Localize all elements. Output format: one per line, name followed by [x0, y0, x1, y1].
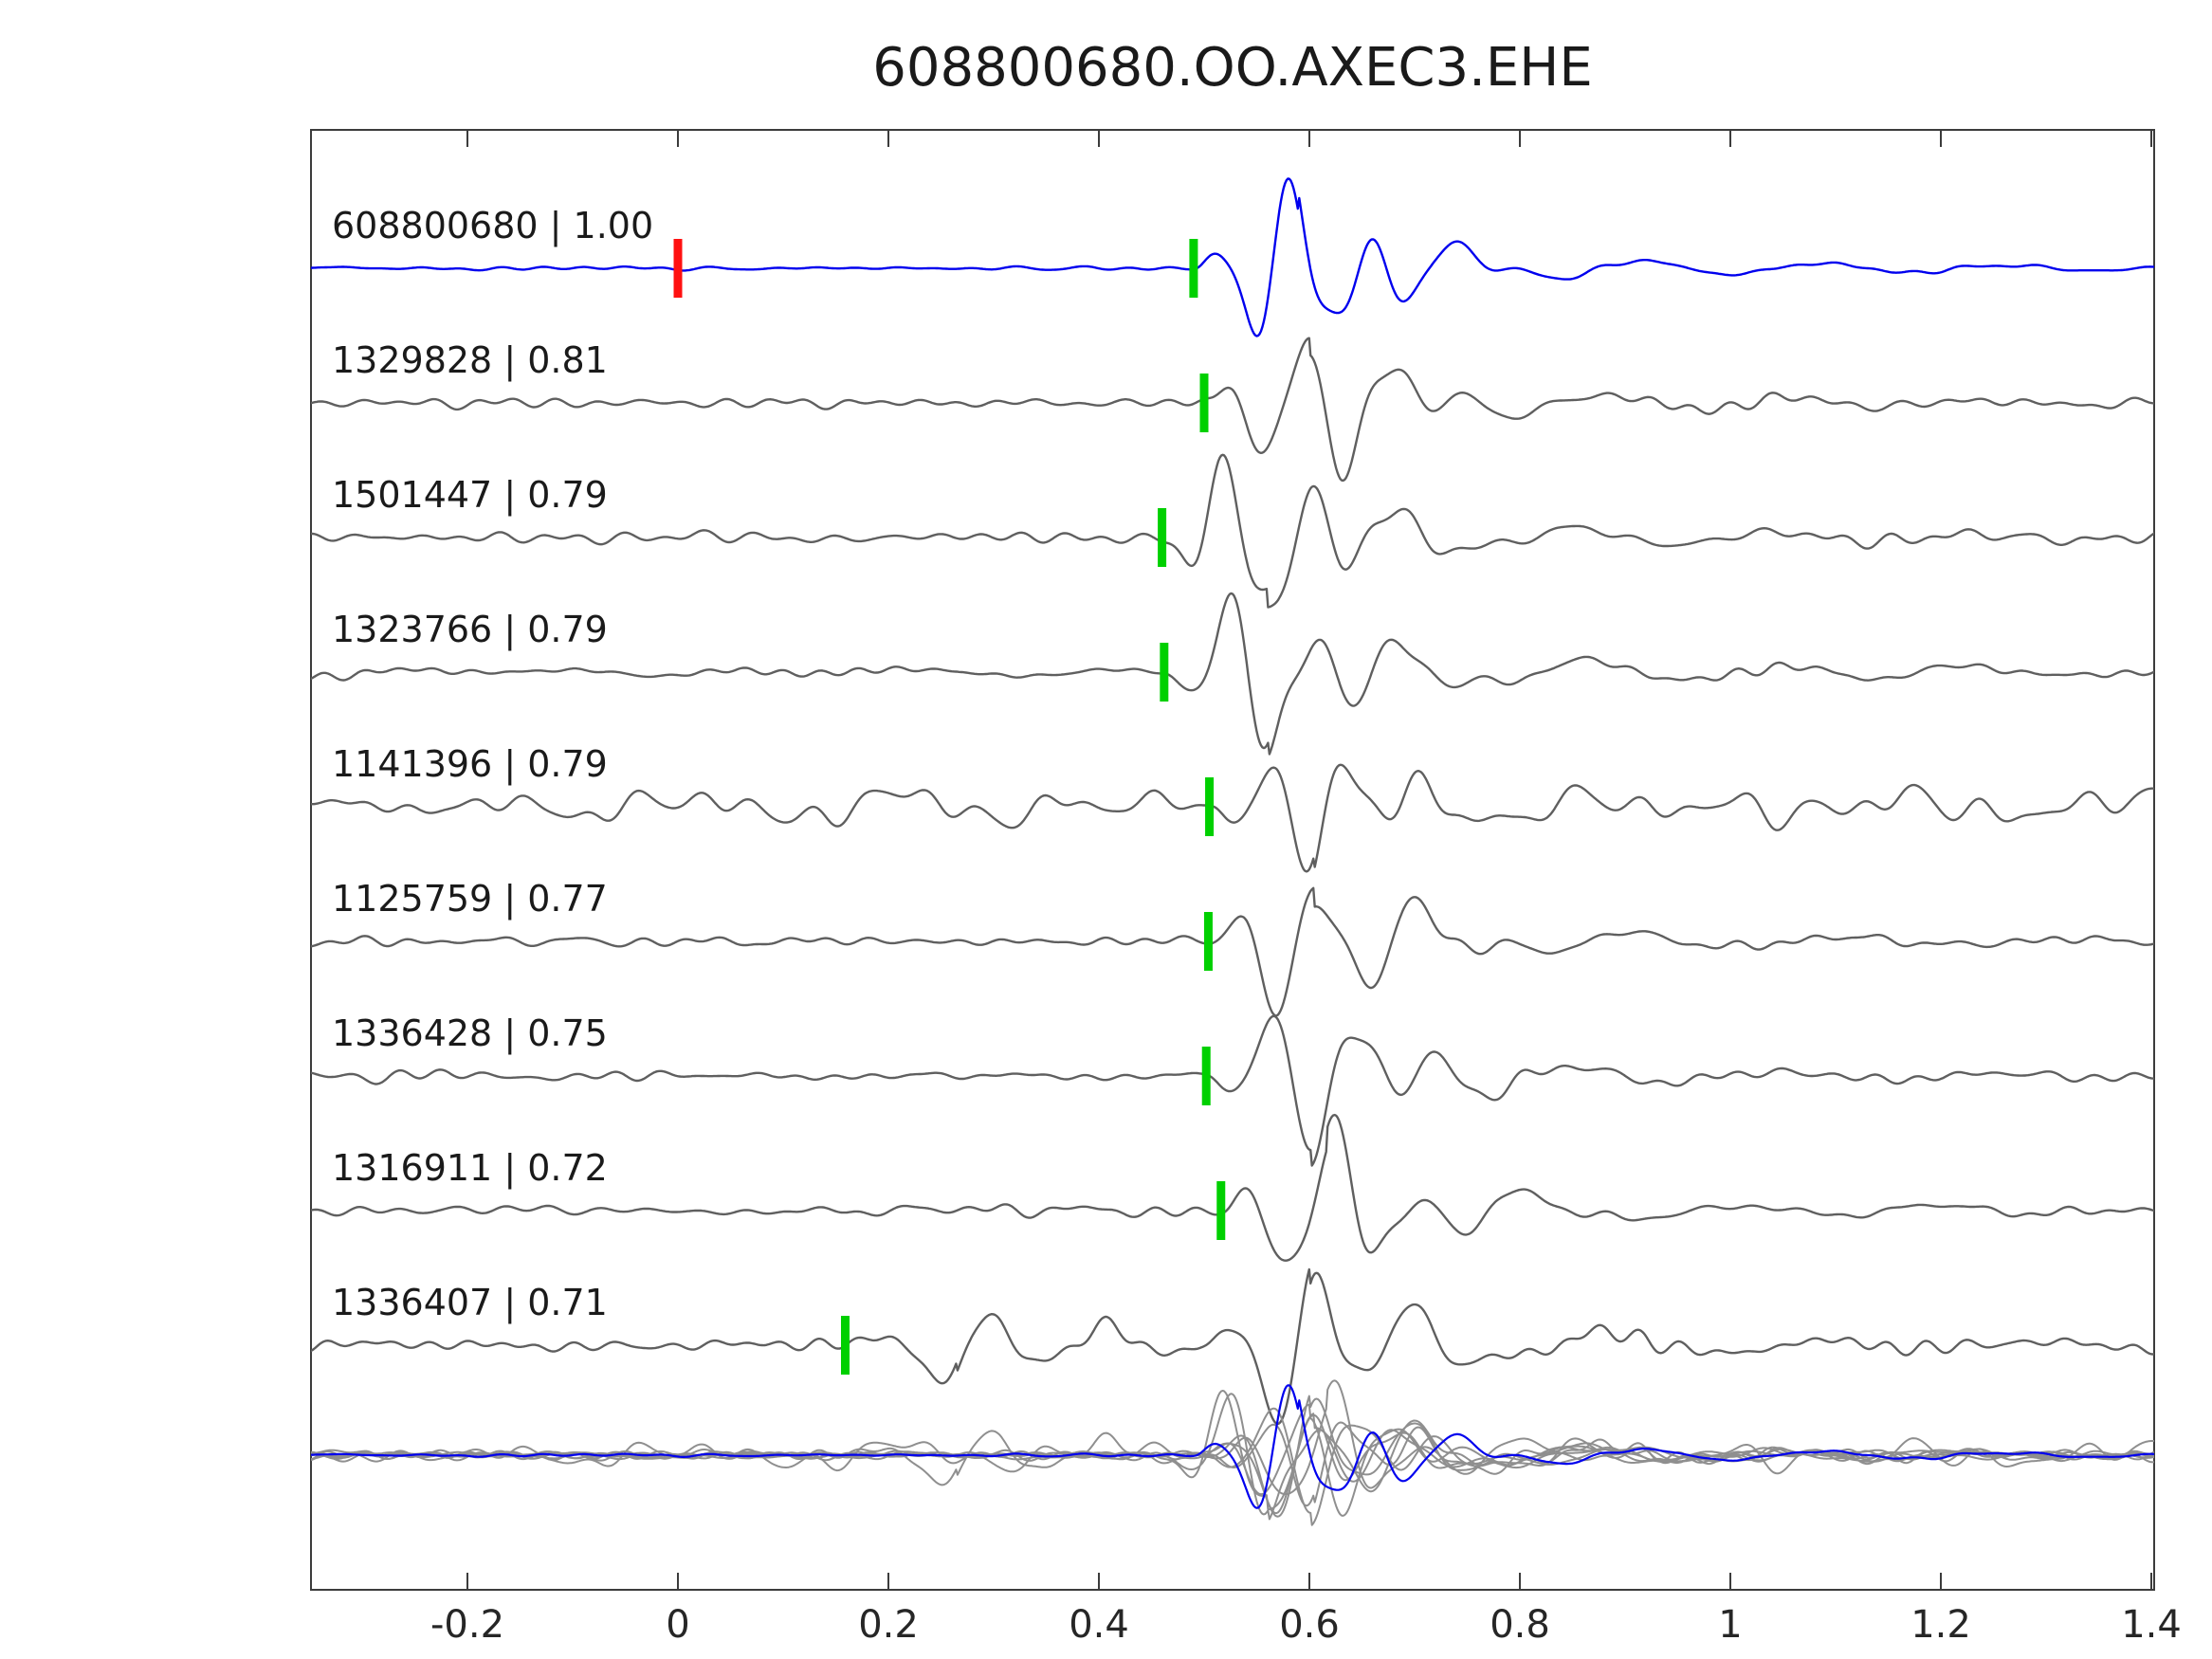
waveform-trace-1141396 — [311, 763, 2154, 873]
x-tick-label-neg0_2: -0.2 — [430, 1603, 504, 1647]
reference-pick-marker — [673, 239, 683, 298]
waveform-trace-608800680 — [311, 177, 2154, 337]
waveform-trace-1501447 — [311, 453, 2154, 609]
trace-label-1329828: 1329828 | 0.81 — [332, 339, 608, 382]
trace-label-1125759: 1125759 | 0.77 — [332, 878, 608, 921]
pick-marker-1316911 — [1216, 1181, 1226, 1240]
x-tick-label-0_2: 0.2 — [858, 1603, 919, 1647]
waveform-trace-1336428 — [311, 1014, 2154, 1167]
overlay-trace-reference — [311, 1384, 2154, 1509]
x-tick-label-0_8: 0.8 — [1490, 1603, 1550, 1647]
x-tick-label-0: 0 — [666, 1603, 689, 1647]
x-tick-label-0_6: 0.6 — [1279, 1603, 1340, 1647]
pick-marker-1323766 — [1160, 643, 1169, 702]
plot-frame — [310, 129, 2155, 1591]
trace-label-1323766: 1323766 | 0.79 — [332, 609, 608, 651]
x-tick-label-1: 1 — [1718, 1603, 1742, 1647]
pick-marker-1125759 — [1203, 912, 1213, 971]
trace-label-1336428: 1336428 | 0.75 — [332, 1012, 608, 1055]
trace-label-1501447: 1501447 | 0.79 — [332, 474, 608, 517]
pick-marker-608800680 — [1189, 239, 1198, 298]
trace-label-1336407: 1336407 | 0.71 — [332, 1282, 608, 1324]
waveform-trace-1336407 — [311, 1267, 2154, 1426]
trace-label-1141396: 1141396 | 0.79 — [332, 743, 608, 786]
overlay-trace-1316911 — [311, 1379, 2154, 1496]
overlay-trace-1329828 — [311, 1403, 2154, 1517]
pick-marker-1141396 — [1205, 777, 1215, 836]
waveform-layer — [311, 177, 2154, 1526]
pick-marker-1329828 — [1199, 374, 1209, 432]
pick-marker-1336428 — [1201, 1047, 1211, 1105]
x-tick-label-0_4: 0.4 — [1069, 1603, 1129, 1647]
pick-marker-1501447 — [1158, 508, 1167, 567]
x-tick-label-1_4: 1.4 — [2121, 1603, 2182, 1647]
overlay-trace-1125759 — [311, 1413, 2154, 1515]
waveform-trace-1323766 — [311, 592, 2154, 756]
x-tick-label-1_2: 1.2 — [1910, 1603, 1971, 1647]
pick-marker-1336407 — [840, 1316, 850, 1375]
waveform-trace-1329828 — [311, 337, 2154, 483]
chart-title: 608800680.OO.AXEC3.EHE — [872, 37, 1593, 99]
trace-label-1316911: 1316911 | 0.72 — [332, 1147, 608, 1190]
x-axis-ticks — [466, 130, 2152, 1590]
waveform-trace-1125759 — [311, 886, 2154, 1017]
trace-label-608800680: 608800680 | 1.00 — [332, 205, 653, 247]
overlay-trace-1141396 — [311, 1421, 2154, 1507]
waveform-trace-1316911 — [311, 1113, 2154, 1262]
